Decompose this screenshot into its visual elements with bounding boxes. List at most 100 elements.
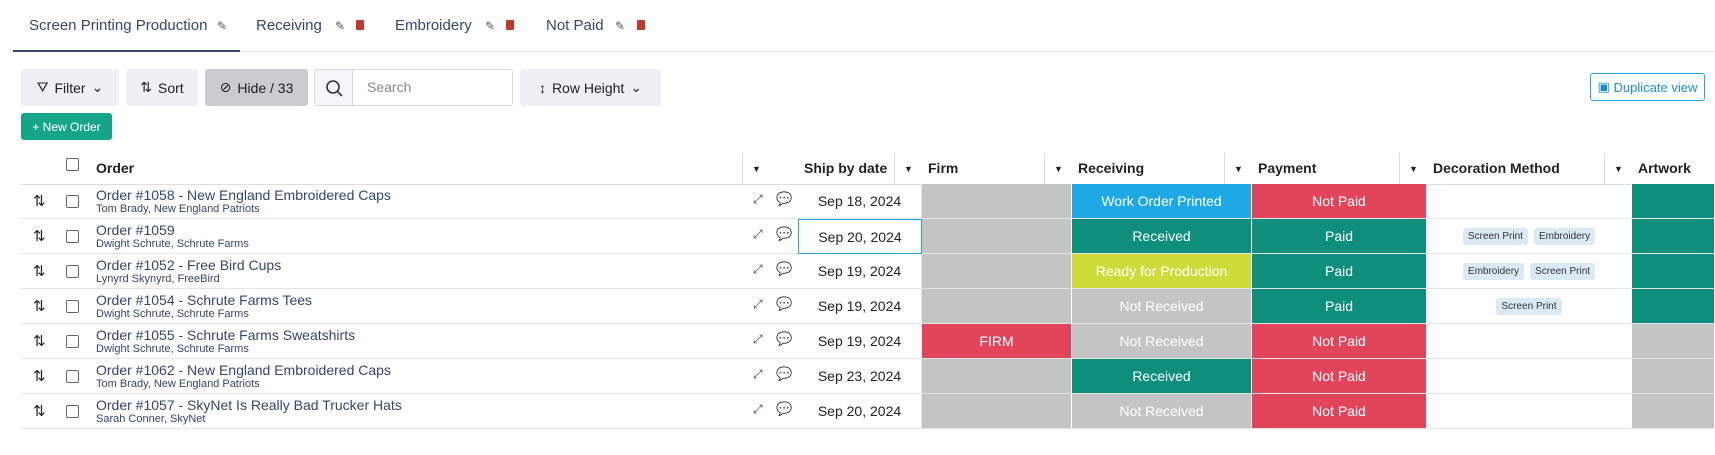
column-menu[interactable]: ▼ bbox=[742, 153, 770, 184]
receiving-cell[interactable]: Ready for Production bbox=[1072, 254, 1252, 289]
sort-button[interactable]: ⇅ Sort bbox=[126, 69, 198, 106]
row-checkbox[interactable] bbox=[66, 335, 79, 348]
receiving-cell[interactable]: Work Order Printed bbox=[1072, 184, 1252, 219]
hide-button[interactable]: ⊘ Hide / 33 bbox=[205, 69, 308, 106]
drag-handle[interactable]: ⇅ bbox=[33, 298, 46, 315]
expand-icon[interactable]: ⤢ bbox=[753, 332, 763, 346]
search-box[interactable]: Search bbox=[314, 69, 513, 106]
receiving-cell[interactable]: Received bbox=[1072, 359, 1252, 394]
comment-icon[interactable]: 💬 bbox=[776, 261, 793, 276]
row-checkbox[interactable] bbox=[66, 195, 79, 208]
artwork-cell[interactable] bbox=[1632, 324, 1715, 359]
artwork-cell[interactable] bbox=[1632, 184, 1715, 219]
firm-cell[interactable] bbox=[922, 289, 1072, 324]
duplicate-view-button[interactable]: ▣ Duplicate view bbox=[1590, 73, 1705, 101]
drag-handle[interactable]: ⇅ bbox=[33, 368, 46, 385]
ship-date[interactable]: Sep 18, 2024 bbox=[798, 184, 922, 219]
payment-cell[interactable]: Paid bbox=[1252, 219, 1427, 254]
row-checkbox[interactable] bbox=[66, 370, 79, 383]
decoration-cell[interactable] bbox=[1427, 359, 1632, 394]
order-title[interactable]: Order #1059 bbox=[96, 222, 175, 238]
tab[interactable]: Not Paid bbox=[546, 17, 604, 34]
expand-icon[interactable]: ⤢ bbox=[753, 297, 763, 311]
ship-date[interactable]: Sep 20, 2024 bbox=[798, 394, 922, 429]
firm-cell[interactable] bbox=[922, 219, 1072, 254]
order-title[interactable]: Order #1054 - Schrute Farms Tees bbox=[96, 292, 313, 308]
firm-cell[interactable] bbox=[922, 254, 1072, 289]
decoration-cell[interactable]: Embroidery Screen Print bbox=[1427, 254, 1632, 289]
row-checkbox[interactable] bbox=[66, 230, 79, 243]
column-menu[interactable]: ▼ bbox=[1604, 153, 1632, 184]
artwork-cell[interactable] bbox=[1632, 359, 1715, 394]
decoration-cell[interactable]: Screen Print Embroidery bbox=[1427, 219, 1632, 254]
comment-icon[interactable]: 💬 bbox=[776, 331, 793, 346]
drag-handle[interactable]: ⇅ bbox=[33, 403, 46, 420]
ship-date[interactable]: Sep 19, 2024 bbox=[798, 324, 922, 359]
artwork-cell[interactable] bbox=[1632, 394, 1715, 429]
receiving-cell[interactable]: Not Received bbox=[1072, 324, 1252, 359]
column-menu[interactable]: ▼ bbox=[1399, 153, 1427, 184]
edit-icon[interactable]: ✎ bbox=[335, 19, 346, 33]
drag-handle[interactable]: ⇅ bbox=[33, 193, 46, 210]
column-menu[interactable]: ▼ bbox=[1044, 153, 1072, 184]
order-title[interactable]: Order #1062 - New England Embroidered Ca… bbox=[96, 362, 391, 378]
ship-date[interactable]: Sep 19, 2024 bbox=[798, 254, 922, 289]
row-checkbox[interactable] bbox=[66, 300, 79, 313]
row-height-button[interactable]: ↕ Row Height ⌄ bbox=[520, 69, 661, 106]
ship-date[interactable]: Sep 23, 2024 bbox=[798, 359, 922, 394]
edit-icon[interactable]: ✎ bbox=[217, 19, 228, 33]
ship-date[interactable]: Sep 19, 2024 bbox=[798, 289, 922, 324]
order-title[interactable]: Order #1055 - Schrute Farms Sweatshirts bbox=[96, 327, 356, 343]
row-checkbox[interactable] bbox=[66, 265, 79, 278]
payment-cell[interactable]: Not Paid bbox=[1252, 359, 1427, 394]
comment-icon[interactable]: 💬 bbox=[776, 401, 793, 416]
column-menu[interactable]: ▼ bbox=[1224, 153, 1252, 184]
firm-cell[interactable]: FIRM bbox=[922, 324, 1072, 359]
receiving-cell[interactable]: Not Received bbox=[1072, 394, 1252, 429]
decoration-cell[interactable] bbox=[1427, 184, 1632, 219]
comment-icon[interactable]: 💬 bbox=[776, 366, 793, 381]
filter-button[interactable]: ⛛ Filter ⌄ bbox=[21, 69, 119, 106]
drag-handle[interactable]: ⇅ bbox=[33, 263, 46, 280]
delete-icon[interactable] bbox=[506, 20, 514, 30]
payment-cell[interactable]: Not Paid bbox=[1252, 324, 1427, 359]
expand-icon[interactable]: ⤢ bbox=[753, 367, 763, 381]
decoration-cell[interactable] bbox=[1427, 394, 1632, 429]
expand-icon[interactable]: ⤢ bbox=[753, 402, 763, 416]
receiving-cell[interactable]: Not Received bbox=[1072, 289, 1252, 324]
firm-cell[interactable] bbox=[922, 394, 1072, 429]
order-title[interactable]: Order #1052 - Free Bird Cups bbox=[96, 257, 282, 273]
select-all-checkbox[interactable] bbox=[66, 158, 79, 171]
order-title[interactable]: Order #1057 - SkyNet Is Really Bad Truck… bbox=[96, 397, 402, 413]
payment-cell[interactable]: Not Paid bbox=[1252, 394, 1427, 429]
decoration-cell[interactable] bbox=[1427, 324, 1632, 359]
comment-icon[interactable]: 💬 bbox=[776, 191, 793, 206]
edit-icon[interactable]: ✎ bbox=[485, 19, 496, 33]
receiving-cell[interactable]: Received bbox=[1072, 219, 1252, 254]
expand-icon[interactable]: ⤢ bbox=[753, 227, 763, 241]
artwork-cell[interactable] bbox=[1632, 219, 1715, 254]
comment-icon[interactable]: 💬 bbox=[776, 226, 793, 241]
expand-icon[interactable]: ⤢ bbox=[753, 192, 763, 206]
payment-cell[interactable]: Paid bbox=[1252, 254, 1427, 289]
drag-handle[interactable]: ⇅ bbox=[33, 333, 46, 350]
column-menu[interactable]: ▼ bbox=[894, 153, 922, 184]
comment-icon[interactable]: 💬 bbox=[776, 296, 793, 311]
artwork-cell[interactable] bbox=[1632, 289, 1715, 324]
delete-icon[interactable] bbox=[637, 20, 645, 30]
payment-cell[interactable]: Paid bbox=[1252, 289, 1427, 324]
payment-cell[interactable]: Not Paid bbox=[1252, 184, 1427, 219]
row-checkbox[interactable] bbox=[66, 405, 79, 418]
artwork-cell[interactable] bbox=[1632, 254, 1715, 289]
drag-handle[interactable]: ⇅ bbox=[33, 228, 46, 245]
delete-icon[interactable] bbox=[356, 20, 364, 30]
decoration-cell[interactable]: Screen Print bbox=[1427, 289, 1632, 324]
order-title[interactable]: Order #1058 - New England Embroidered Ca… bbox=[96, 187, 391, 203]
tab[interactable]: Embroidery bbox=[395, 17, 472, 34]
tab[interactable]: Screen Printing Production bbox=[29, 17, 208, 34]
firm-cell[interactable] bbox=[922, 184, 1072, 219]
ship-date[interactable]: Sep 20, 2024 bbox=[798, 219, 922, 254]
new-order-button[interactable]: + New Order bbox=[21, 113, 112, 140]
expand-icon[interactable]: ⤢ bbox=[753, 262, 763, 276]
tab[interactable]: Receiving bbox=[256, 17, 322, 34]
